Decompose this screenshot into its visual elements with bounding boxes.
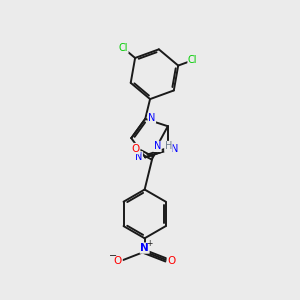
Text: O: O [132, 143, 140, 154]
Text: N: N [148, 113, 155, 123]
Text: O: O [167, 256, 175, 266]
Text: O: O [114, 256, 122, 266]
Text: H: H [165, 141, 172, 152]
Text: Cl: Cl [188, 55, 197, 65]
Text: +: + [146, 239, 152, 248]
Text: N: N [171, 144, 178, 154]
Text: −: − [109, 251, 117, 261]
Text: N: N [140, 243, 149, 253]
Text: N: N [154, 141, 161, 152]
Text: N: N [135, 152, 142, 162]
Text: Cl: Cl [118, 43, 128, 53]
